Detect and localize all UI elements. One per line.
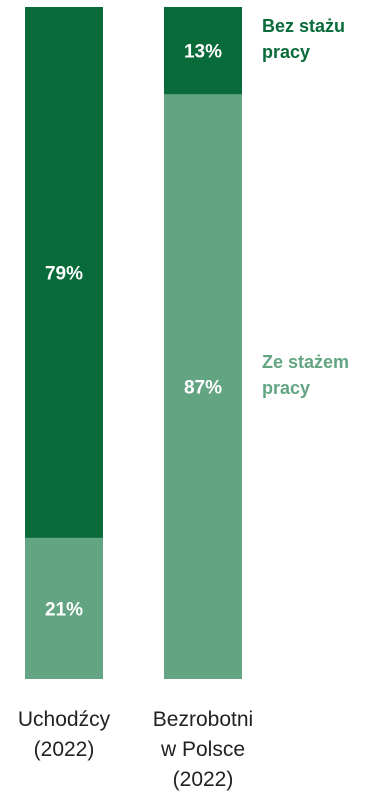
data-label-without-experience-1: 79% [45, 263, 83, 284]
bar-segment-with-experience-2 [164, 94, 242, 680]
category-label-2-line-3: (2022) [173, 768, 234, 791]
legend-label-2-line-2: pracy [262, 378, 310, 398]
bar-segment-with-experience-1 [25, 537, 103, 679]
data-label-without-experience-2: 13% [184, 42, 222, 63]
data-label-with-experience-1: 21% [45, 599, 83, 620]
category-label-1-line-2: (2022) [34, 738, 95, 761]
bar-segment-without-experience-2 [164, 7, 242, 95]
legend-label-2-line-1: Ze stażem [262, 352, 349, 372]
bar-segment-without-experience-1 [25, 7, 103, 538]
category-label-2-line-1: Bezrobotni [153, 708, 253, 731]
category-label-2-line-2: w Polsce [160, 738, 245, 761]
legend-label-1-line-2: pracy [262, 42, 310, 62]
data-label-with-experience-2: 87% [184, 378, 222, 399]
legend-label-1-line-1: Bez stażu [262, 16, 345, 36]
category-label-1-line-1: Uchodźcy [18, 708, 111, 731]
